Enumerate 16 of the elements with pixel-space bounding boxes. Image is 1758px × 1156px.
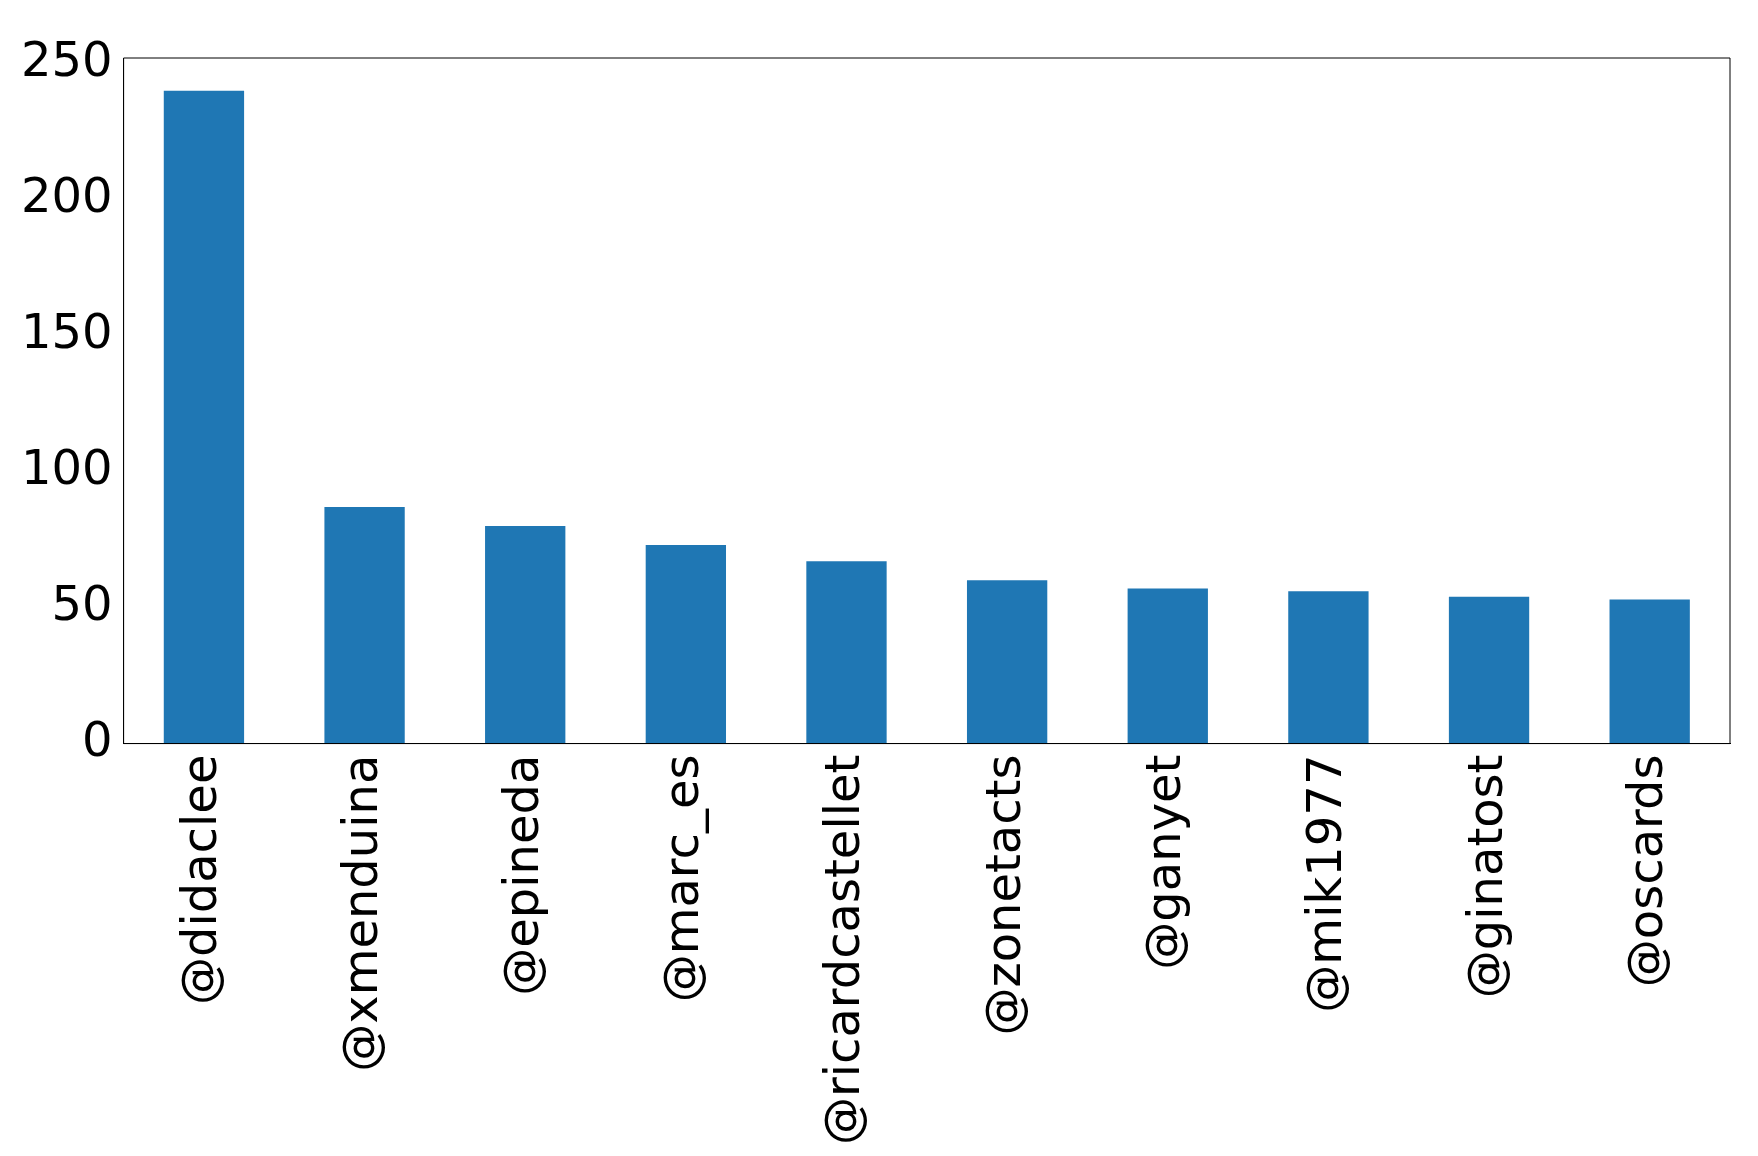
y-tick-label: 200 (20, 166, 113, 223)
x-tick-label: @ganyet (1135, 754, 1192, 970)
x-tick-label: @ginatost (1456, 754, 1513, 999)
x-tick-label: @zonetacts (974, 754, 1031, 1036)
x-tick-label: @ricardcastellet (813, 754, 870, 1145)
x-tick-label: @xmenduina (332, 754, 389, 1072)
x-tick-label: @oscards (1617, 754, 1674, 988)
x-tick-label: @mik1977 (1295, 754, 1352, 1013)
x-tick-label: @didaclee (171, 754, 228, 1006)
x-tick-label: @marc_es (653, 754, 710, 1003)
x-tick-label: @epineda (492, 754, 549, 996)
y-tick-label: 50 (51, 575, 113, 632)
y-tick-label: 150 (20, 302, 113, 359)
y-tick-label: 100 (20, 438, 113, 495)
y-tick-label: 250 (20, 30, 113, 87)
y-tick-label: 0 (82, 711, 113, 768)
